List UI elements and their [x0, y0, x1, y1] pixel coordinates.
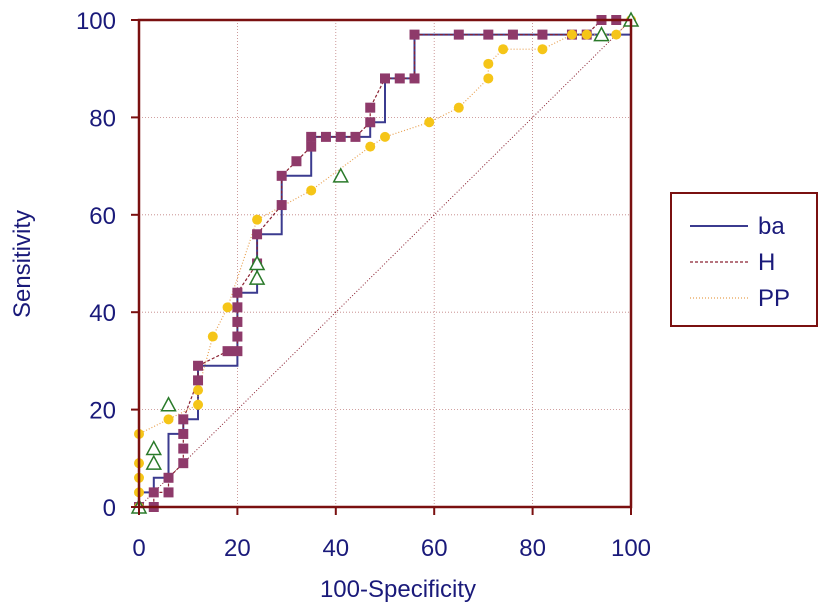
legend-label-h: H: [758, 249, 775, 276]
data-point-h: [365, 117, 376, 128]
data-point-h: [232, 287, 243, 298]
data-point-h: [380, 73, 390, 84]
legend-label-pp: PP: [758, 285, 790, 312]
data-point-h: [232, 346, 243, 357]
data-point-triangle: [160, 396, 177, 412]
data-point-pp: [207, 331, 218, 342]
data-point-h: [193, 375, 204, 386]
data-point-h: [252, 229, 263, 240]
data-point-pp: [222, 302, 233, 313]
x-tick-label: 80: [519, 535, 546, 562]
data-point-pp: [163, 414, 174, 425]
data-point-pp: [611, 29, 622, 40]
data-point-pp: [453, 102, 464, 113]
data-point-pp: [252, 214, 263, 225]
x-tick-label: 100: [611, 535, 651, 562]
data-point-pp: [483, 73, 494, 84]
data-point-pp: [193, 385, 204, 396]
data-point-h: [320, 131, 331, 142]
data-point-pp: [424, 117, 435, 128]
reference-diagonal: [138, 19, 632, 508]
data-point-h: [178, 443, 189, 454]
y-tick-label: 20: [89, 398, 116, 425]
data-point-h: [178, 428, 189, 439]
data-point-h: [178, 458, 189, 469]
data-point-h: [306, 131, 317, 142]
x-tick-label: 0: [132, 535, 145, 562]
data-point-h: [222, 346, 233, 357]
data-point-h: [394, 73, 405, 84]
data-point-h: [232, 302, 243, 313]
data-point-h: [409, 73, 420, 84]
y-tick-label: 40: [89, 300, 116, 327]
y-tick-label: 0: [103, 495, 116, 522]
data-point-h: [163, 472, 174, 483]
data-point-h: [409, 29, 420, 40]
data-point-h: [365, 102, 376, 113]
tick-labels: 0 20 40 60 80 100 0 20 40 60 80 100: [76, 8, 651, 562]
data-point-h: [148, 487, 159, 498]
data-point-triangle: [248, 269, 266, 285]
data-point-triangle: [145, 454, 163, 470]
x-tick-label: 20: [224, 535, 251, 562]
legend: ba H PP: [670, 192, 818, 327]
data-point-h: [306, 141, 317, 152]
y-tick-label: 80: [89, 105, 116, 132]
data-point-pp: [306, 185, 317, 196]
series-line-h: [139, 19, 617, 508]
data-point-pp: [537, 44, 548, 55]
data-point-pp: [365, 141, 376, 152]
data-point-triangle: [248, 254, 266, 271]
y-axis-title: Sensitivity: [9, 210, 36, 318]
data-point-pp: [581, 29, 592, 40]
data-point-h: [537, 29, 548, 40]
data-point-h: [232, 316, 243, 327]
data-point-h: [276, 170, 287, 181]
data-point-h: [178, 414, 189, 425]
x-axis-title: 100-Specificity: [320, 576, 476, 603]
data-point-h: [291, 156, 302, 167]
x-tick-label: 40: [322, 535, 349, 562]
plot-frame: [131, 18, 633, 515]
data-point-triangle: [145, 439, 163, 456]
y-tick-label: 100: [76, 8, 116, 35]
data-point-h: [483, 29, 494, 40]
x-tick-label: 60: [421, 535, 448, 562]
y-tick-label: 60: [89, 203, 116, 230]
data-point-h: [163, 487, 174, 498]
data-point-pp: [380, 131, 390, 142]
data-point-triangle: [593, 26, 610, 42]
plot-border: [137, 18, 633, 509]
data-point-h: [232, 331, 243, 342]
data-point-h: [507, 29, 518, 40]
data-point-h: [276, 200, 287, 211]
data-point-pp: [498, 44, 509, 55]
data-point-pp: [193, 399, 204, 410]
data-point-pp: [566, 29, 577, 40]
legend-label-ba: ba: [758, 213, 785, 240]
data-point-h: [453, 29, 464, 40]
data-point-pp: [483, 58, 494, 69]
legend-box: [670, 192, 818, 327]
data-point-h: [193, 360, 204, 371]
data-point-h: [335, 131, 346, 142]
data-point-triangle: [332, 167, 349, 183]
data-point-h: [350, 131, 361, 142]
reference-diagonal-line: [138, 19, 632, 508]
